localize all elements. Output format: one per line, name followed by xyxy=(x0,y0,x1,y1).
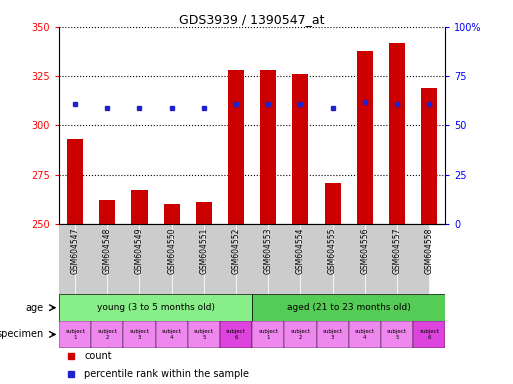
Title: GDS3939 / 1390547_at: GDS3939 / 1390547_at xyxy=(180,13,325,26)
Text: age: age xyxy=(26,303,44,313)
Text: subject
6: subject 6 xyxy=(226,329,246,339)
FancyBboxPatch shape xyxy=(381,321,413,348)
FancyBboxPatch shape xyxy=(268,224,301,294)
FancyBboxPatch shape xyxy=(59,321,91,348)
FancyBboxPatch shape xyxy=(365,224,397,294)
Text: GSM604552: GSM604552 xyxy=(231,227,241,274)
FancyBboxPatch shape xyxy=(220,321,252,348)
FancyBboxPatch shape xyxy=(43,224,75,294)
FancyBboxPatch shape xyxy=(188,321,220,348)
Text: GSM604557: GSM604557 xyxy=(392,227,402,274)
FancyBboxPatch shape xyxy=(284,321,317,348)
Text: GSM604551: GSM604551 xyxy=(200,227,208,274)
FancyBboxPatch shape xyxy=(140,224,172,294)
FancyBboxPatch shape xyxy=(317,321,349,348)
Text: percentile rank within the sample: percentile rank within the sample xyxy=(84,369,249,379)
Text: GSM604558: GSM604558 xyxy=(425,227,433,274)
FancyBboxPatch shape xyxy=(172,224,204,294)
Text: subject
2: subject 2 xyxy=(97,329,117,339)
Bar xyxy=(99,200,115,224)
FancyBboxPatch shape xyxy=(301,224,332,294)
Text: subject
3: subject 3 xyxy=(323,329,343,339)
Bar xyxy=(292,74,308,224)
Text: GSM604553: GSM604553 xyxy=(264,227,273,274)
Text: count: count xyxy=(84,351,112,361)
FancyBboxPatch shape xyxy=(252,294,445,321)
FancyBboxPatch shape xyxy=(413,321,445,348)
Text: GSM604549: GSM604549 xyxy=(135,227,144,274)
Text: subject
5: subject 5 xyxy=(194,329,214,339)
Text: GSM604554: GSM604554 xyxy=(296,227,305,274)
Text: specimen: specimen xyxy=(0,329,44,339)
Text: young (3 to 5 months old): young (3 to 5 months old) xyxy=(96,303,214,312)
Text: subject
4: subject 4 xyxy=(162,329,182,339)
Bar xyxy=(260,70,277,224)
FancyBboxPatch shape xyxy=(107,224,140,294)
FancyBboxPatch shape xyxy=(349,321,381,348)
Text: subject
1: subject 1 xyxy=(259,329,278,339)
Text: GSM604550: GSM604550 xyxy=(167,227,176,274)
Bar xyxy=(228,70,244,224)
Text: subject
4: subject 4 xyxy=(355,329,374,339)
Text: subject
6: subject 6 xyxy=(419,329,439,339)
FancyBboxPatch shape xyxy=(91,321,123,348)
Bar xyxy=(131,190,148,224)
FancyBboxPatch shape xyxy=(397,224,429,294)
Text: GSM604556: GSM604556 xyxy=(360,227,369,274)
Bar xyxy=(164,204,180,224)
Bar xyxy=(325,182,341,224)
Bar xyxy=(196,202,212,224)
Text: subject
2: subject 2 xyxy=(290,329,310,339)
Text: GSM604548: GSM604548 xyxy=(103,227,112,274)
Text: subject
3: subject 3 xyxy=(130,329,149,339)
FancyBboxPatch shape xyxy=(123,321,155,348)
Bar xyxy=(357,51,373,224)
FancyBboxPatch shape xyxy=(59,294,252,321)
FancyBboxPatch shape xyxy=(155,321,188,348)
Text: subject
1: subject 1 xyxy=(65,329,85,339)
FancyBboxPatch shape xyxy=(252,321,284,348)
Text: aged (21 to 23 months old): aged (21 to 23 months old) xyxy=(287,303,410,312)
FancyBboxPatch shape xyxy=(75,224,107,294)
FancyBboxPatch shape xyxy=(332,224,365,294)
FancyBboxPatch shape xyxy=(236,224,268,294)
Text: GSM604547: GSM604547 xyxy=(71,227,80,274)
Bar xyxy=(67,139,83,224)
Bar xyxy=(389,43,405,224)
Text: subject
5: subject 5 xyxy=(387,329,407,339)
Text: GSM604555: GSM604555 xyxy=(328,227,337,274)
Bar xyxy=(421,88,437,224)
FancyBboxPatch shape xyxy=(204,224,236,294)
